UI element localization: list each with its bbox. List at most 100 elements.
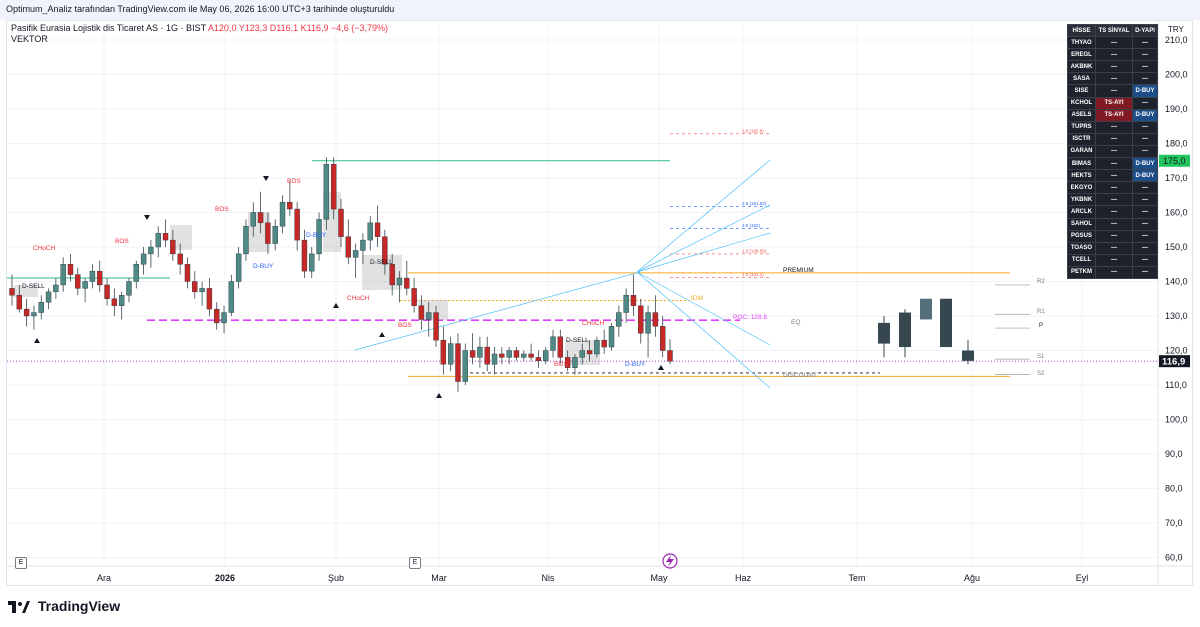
signal-cell-ts: TS-AYI <box>1095 108 1133 122</box>
chart-annotation: BOS <box>215 206 229 213</box>
candle-down <box>97 270 103 286</box>
candle-up <box>228 281 235 313</box>
chart-annotation: D-BUY <box>306 232 327 239</box>
y-axis-tick-label: 70,0 <box>1165 518 1183 528</box>
order-block-zone <box>14 285 38 297</box>
candle-up <box>550 336 556 351</box>
chart-annotation: BOS <box>398 322 412 329</box>
x-axis-label: Şub <box>328 573 344 583</box>
signal-cell-symbol: ASELS <box>1067 108 1096 122</box>
chart-annotation: IDM <box>691 295 703 302</box>
swing-marker-icon <box>34 338 40 343</box>
y-axis-tick-label: 140,0 <box>1165 277 1188 287</box>
signal-cell-d: — <box>1132 193 1158 207</box>
candle-up <box>133 264 139 282</box>
candle-up <box>155 232 161 248</box>
signal-cell-d: D-BUY <box>1132 84 1158 98</box>
signal-cell-d: — <box>1132 229 1158 243</box>
signal-cell-symbol: BIMAS <box>1067 157 1096 171</box>
candle-up <box>31 312 37 317</box>
signal-cell-d: — <box>1132 205 1158 219</box>
candle-up <box>521 353 527 358</box>
col-header-ts: TS SİNYAL <box>1095 23 1133 38</box>
y-axis-tick-label: 100,0 <box>1165 415 1188 425</box>
chart-annotation: S1 <box>1037 354 1045 360</box>
signal-cell-d: — <box>1132 253 1158 267</box>
chart-annotation: PREMIUM <box>783 267 814 274</box>
candle-down <box>177 253 183 265</box>
candle-up <box>360 239 366 251</box>
x-axis-label: 2026 <box>215 573 235 583</box>
signal-table-row: ARCLK — — <box>1067 205 1158 219</box>
signal-cell-symbol: TCELL <box>1067 253 1096 267</box>
candle-down <box>659 326 666 351</box>
candle-up <box>272 226 278 244</box>
signal-table-row: PETKM — — <box>1067 265 1158 279</box>
signal-cell-d: — <box>1132 96 1158 110</box>
last-price-badge <box>1159 355 1190 368</box>
symbol-name[interactable]: Pasifik Eurasia Lojistik dis Ticaret AS … <box>11 23 206 33</box>
candle-up <box>199 288 205 293</box>
candle-up <box>279 201 286 227</box>
currency-label[interactable]: TRY <box>1168 25 1184 34</box>
signal-cell-ts: — <box>1095 48 1133 62</box>
brand-text: TradingView <box>37 598 121 614</box>
signal-cell-symbol: AKBNK <box>1067 60 1096 74</box>
signal-cell-ts: — <box>1095 60 1133 74</box>
candle-down <box>652 312 659 327</box>
signal-table-row: ISCTR — — <box>1067 132 1158 146</box>
candle-up <box>352 250 359 258</box>
signal-cell-symbol: ISCTR <box>1067 132 1096 146</box>
x-axis-label: Tem <box>848 573 865 583</box>
signal-table-row: SASA — — <box>1067 72 1158 86</box>
candle-up <box>140 253 147 265</box>
candle-down <box>287 201 293 210</box>
candle-up <box>243 226 249 255</box>
chart-annotation: BOS <box>287 178 301 185</box>
swing-marker-icon <box>379 332 385 337</box>
event-icon[interactable]: E <box>15 557 27 569</box>
signal-table-row: HEKTS — D-BUY <box>1067 169 1158 183</box>
chart-annotation: BOS <box>115 238 129 245</box>
candle-up <box>126 281 132 296</box>
y-axis-tick-label: 150,0 <box>1165 242 1188 252</box>
candle-down <box>111 298 118 306</box>
signal-cell-ts: — <box>1095 36 1133 50</box>
event-icon[interactable]: E <box>409 557 421 569</box>
chart-annotation: CHoCH <box>582 320 605 327</box>
y-axis-tick-label: 110,0 <box>1165 380 1187 390</box>
candle-up <box>323 163 330 220</box>
signal-table-row: EKGYO — — <box>1067 181 1158 195</box>
candle-up <box>316 219 322 255</box>
candle-down <box>162 232 169 241</box>
candle-up <box>82 281 88 289</box>
signal-table-row: TUPRS — — <box>1067 120 1158 134</box>
chart-annotation: D-SELL <box>566 337 589 344</box>
signal-cell-symbol: SISE <box>1067 84 1096 98</box>
swing-fan-line <box>636 159 771 273</box>
indicator-name[interactable]: VEKTOR <box>11 34 48 44</box>
signal-table-row: TCELL — — <box>1067 253 1158 267</box>
signal-cell-ts: — <box>1095 241 1133 255</box>
chart-annotation: P <box>1039 323 1043 329</box>
x-axis-label: Nis <box>542 573 555 583</box>
attribution-bar: Optimum_Analiz tarafından TradingView.co… <box>0 0 1200 20</box>
x-axis-label: Ara <box>97 573 111 583</box>
candle-down <box>638 305 644 334</box>
chart-annotation: R1 <box>1037 309 1045 315</box>
candle-down <box>345 236 352 258</box>
fib-level-label: 3.0 (182.8) <box>742 128 764 133</box>
candle-down <box>630 295 637 306</box>
signal-cell-d: — <box>1132 72 1158 86</box>
fib-level-label: 2.5 (161.83) <box>742 201 767 206</box>
candle-down <box>75 274 81 289</box>
price-marker-badge <box>1159 154 1190 167</box>
candle-down <box>601 339 607 348</box>
candle-down <box>374 222 381 237</box>
projection-candle-body <box>878 322 890 344</box>
y-axis-tick-label: 160,0 <box>1165 208 1188 218</box>
x-axis-label: May <box>650 573 668 583</box>
swing-marker-icon <box>658 365 664 370</box>
candle-down <box>389 264 395 286</box>
